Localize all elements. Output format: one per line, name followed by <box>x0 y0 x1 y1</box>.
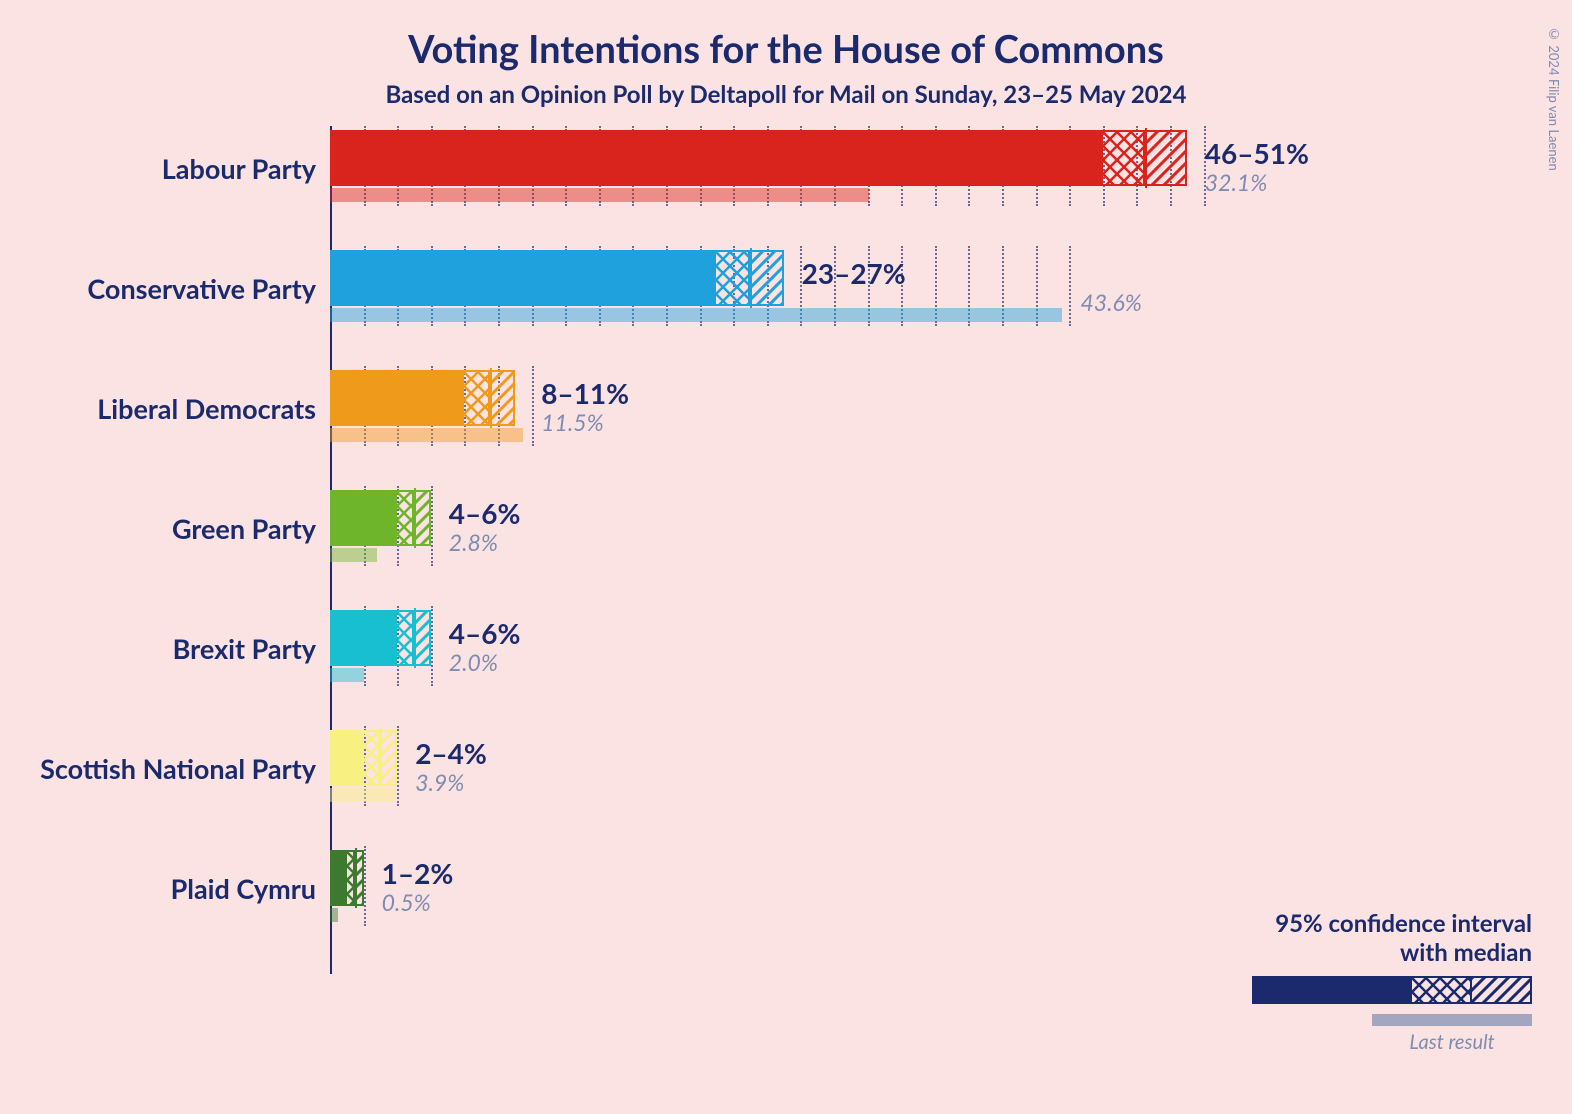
range-label: 1–2% <box>382 856 454 890</box>
party-label: Green Party <box>172 512 330 545</box>
bar-crosshatch <box>364 730 381 786</box>
party-row: Labour Party46–51%32.1% <box>330 130 1430 250</box>
median-tick <box>490 368 492 428</box>
prev-label: 32.1% <box>1205 168 1268 196</box>
bar-previous <box>330 548 377 562</box>
prev-label: 3.9% <box>415 768 464 796</box>
range-label: 46–51% <box>1205 136 1309 170</box>
range-label: 4–6% <box>449 616 521 650</box>
party-row: Liberal Democrats8–11%11.5% <box>330 370 1430 490</box>
legend-prev-label: Last result <box>1372 1030 1532 1054</box>
bar-previous <box>330 788 396 802</box>
legend-hatch <box>1472 976 1532 1004</box>
chart-area: Labour Party46–51%32.1%Conservative Part… <box>330 130 1430 1030</box>
bar-hatch <box>1145 130 1187 186</box>
prev-label: 11.5% <box>541 408 604 436</box>
prev-label: 0.5% <box>382 888 431 916</box>
bar-hatch <box>490 370 515 426</box>
chart-title: Voting Intentions for the House of Commo… <box>0 26 1572 72</box>
legend-bar-row <box>1252 976 1532 1004</box>
party-row: Green Party4–6%2.8% <box>330 490 1430 610</box>
gridline <box>431 606 433 686</box>
party-label: Labour Party <box>162 152 330 185</box>
bar-previous <box>330 428 523 442</box>
median-tick <box>414 488 416 548</box>
prev-label: 43.6% <box>1080 288 1141 316</box>
bar-crosshatch <box>397 490 414 546</box>
bar-crosshatch <box>347 850 355 906</box>
legend-solid <box>1252 976 1412 1004</box>
prev-label: 2.8% <box>449 528 498 556</box>
legend: 95% confidence interval with median Last… <box>1252 910 1532 1054</box>
median-tick <box>414 608 416 668</box>
median-tick <box>355 848 357 908</box>
bar-previous <box>330 668 364 682</box>
bar-crosshatch <box>397 610 414 666</box>
bar-crosshatch <box>464 370 489 426</box>
legend-title-line2: with median <box>1400 938 1532 967</box>
range-label: 8–11% <box>541 376 629 410</box>
party-row: Conservative Party23–27%43.6% <box>330 250 1430 370</box>
party-label: Brexit Party <box>173 632 330 665</box>
gridline <box>364 846 366 926</box>
median-tick <box>750 248 752 308</box>
legend-prev-bar <box>1372 1014 1532 1026</box>
bar-solid <box>330 370 464 426</box>
bar-previous <box>330 188 869 202</box>
gridline <box>431 486 433 566</box>
bar-solid <box>330 130 1103 186</box>
copyright: © 2024 Filip van Laenen <box>1546 26 1562 171</box>
range-label: 2–4% <box>415 736 487 770</box>
bar-hatch <box>380 730 397 786</box>
bar-hatch <box>414 490 431 546</box>
party-label: Scottish National Party <box>40 752 330 785</box>
bar-crosshatch <box>716 250 750 306</box>
legend-title: 95% confidence interval with median <box>1252 910 1532 968</box>
bar-solid <box>330 610 397 666</box>
range-label: 4–6% <box>449 496 521 530</box>
bar-solid <box>330 490 397 546</box>
party-row: Brexit Party4–6%2.0% <box>330 610 1430 730</box>
gridline <box>397 726 399 806</box>
median-tick <box>1145 128 1147 188</box>
party-label: Liberal Democrats <box>97 392 330 425</box>
prev-label: 2.0% <box>449 648 498 676</box>
bar-previous <box>330 908 338 922</box>
bar-crosshatch <box>1103 130 1145 186</box>
median-tick <box>380 728 382 788</box>
gridline <box>1069 246 1071 326</box>
party-label: Conservative Party <box>87 272 330 305</box>
bar-hatch <box>414 610 431 666</box>
bar-solid <box>330 250 716 306</box>
chart-subtitle: Based on an Opinion Poll by Deltapoll fo… <box>0 80 1572 109</box>
party-label: Plaid Cymru <box>171 872 330 905</box>
legend-title-line1: 95% confidence interval <box>1275 909 1532 938</box>
legend-cross <box>1412 976 1472 1004</box>
party-row: Scottish National Party2–4%3.9% <box>330 730 1430 850</box>
bar-solid <box>330 730 364 786</box>
range-label: 23–27% <box>802 256 906 290</box>
bar-previous <box>330 308 1062 322</box>
gridline <box>532 366 534 446</box>
bar-solid <box>330 850 347 906</box>
bar-hatch <box>750 250 784 306</box>
